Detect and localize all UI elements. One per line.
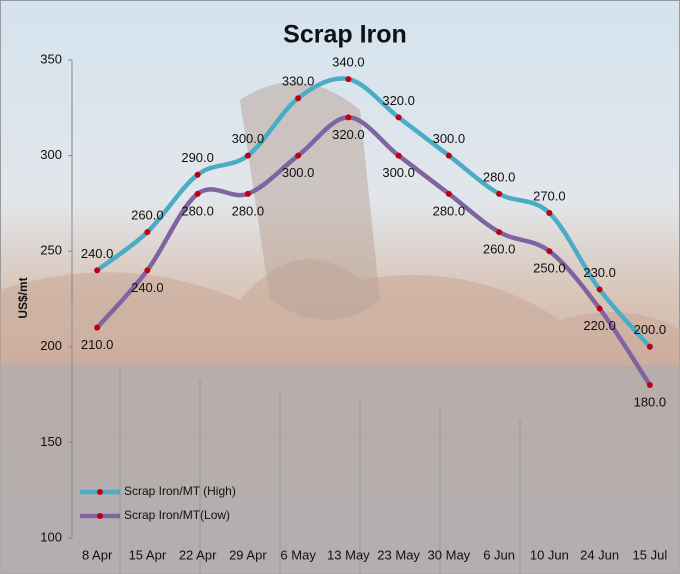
data-point bbox=[597, 286, 603, 292]
legend-marker bbox=[97, 513, 103, 519]
data-label: 300.0 bbox=[282, 165, 315, 180]
data-point bbox=[496, 229, 502, 235]
data-label: 260.0 bbox=[131, 208, 164, 223]
x-tick-label: 29 Apr bbox=[229, 547, 267, 562]
data-point bbox=[546, 210, 552, 216]
data-label: 320.0 bbox=[332, 127, 365, 142]
legend-label: Scrap Iron/MT (High) bbox=[124, 484, 236, 498]
data-point bbox=[396, 114, 402, 120]
data-label: 300.0 bbox=[232, 131, 265, 146]
x-tick-label: 22 Apr bbox=[179, 547, 217, 562]
data-label: 230.0 bbox=[583, 265, 616, 280]
data-point bbox=[94, 267, 100, 273]
data-label: 220.0 bbox=[583, 318, 616, 333]
x-tick-label: 8 Apr bbox=[82, 547, 113, 562]
data-label: 340.0 bbox=[332, 55, 365, 70]
data-point bbox=[295, 153, 301, 159]
chart: Scrap Iron US$/mt 100 150 200 250 300 350 8 Ap… bbox=[0, 0, 680, 574]
y-tick-label: 250 bbox=[40, 243, 62, 258]
data-point bbox=[647, 344, 653, 350]
data-point bbox=[647, 382, 653, 388]
data-label: 250.0 bbox=[533, 261, 566, 276]
legend-marker bbox=[97, 489, 103, 495]
data-point bbox=[345, 114, 351, 120]
data-label: 260.0 bbox=[483, 242, 516, 257]
x-tick-label: 23 May bbox=[377, 547, 420, 562]
data-label: 240.0 bbox=[131, 280, 164, 295]
data-label: 270.0 bbox=[533, 188, 566, 203]
data-label: 280.0 bbox=[232, 203, 265, 218]
x-tick-label: 15 Jul bbox=[633, 547, 668, 562]
data-point bbox=[446, 153, 452, 159]
y-tick-label: 300 bbox=[40, 147, 62, 162]
y-tick-label: 200 bbox=[40, 338, 62, 353]
data-point bbox=[597, 306, 603, 312]
data-label: 240.0 bbox=[81, 246, 114, 261]
data-label: 300.0 bbox=[433, 131, 466, 146]
data-point bbox=[295, 95, 301, 101]
page: Scrap Iron US$/mt 100 150 200 250 300 350 8 Ap… bbox=[0, 0, 680, 574]
data-point bbox=[496, 191, 502, 197]
x-tick-label: 24 Jun bbox=[580, 547, 619, 562]
data-point bbox=[144, 267, 150, 273]
data-point bbox=[345, 76, 351, 82]
data-label: 200.0 bbox=[634, 322, 667, 337]
x-tick-label: 10 Jun bbox=[530, 547, 569, 562]
data-label: 320.0 bbox=[382, 93, 415, 108]
container bbox=[0, 365, 680, 574]
y-axis-label: US$/mt bbox=[16, 277, 30, 318]
x-tick-label: 13 May bbox=[327, 547, 370, 562]
chart-title: Scrap Iron bbox=[283, 21, 407, 49]
y-tick-label: 350 bbox=[40, 51, 62, 66]
data-point bbox=[446, 191, 452, 197]
x-tick-label: 30 May bbox=[428, 547, 471, 562]
data-point bbox=[195, 191, 201, 197]
data-point bbox=[245, 191, 251, 197]
y-tick-label: 100 bbox=[40, 529, 62, 544]
x-tick-label: 15 Apr bbox=[129, 547, 167, 562]
legend-label: Scrap Iron/MT(Low) bbox=[124, 508, 230, 522]
data-point bbox=[396, 153, 402, 159]
data-label: 330.0 bbox=[282, 74, 315, 89]
x-tick-label: 6 Jun bbox=[483, 547, 515, 562]
data-point bbox=[195, 172, 201, 178]
data-label: 280.0 bbox=[483, 169, 516, 184]
y-tick-label: 150 bbox=[40, 434, 62, 449]
data-label: 290.0 bbox=[181, 150, 214, 165]
data-label: 180.0 bbox=[634, 394, 667, 409]
data-label: 300.0 bbox=[382, 165, 415, 180]
data-label: 280.0 bbox=[433, 203, 466, 218]
data-point bbox=[144, 229, 150, 235]
data-point bbox=[245, 153, 251, 159]
data-point bbox=[546, 248, 552, 254]
data-label: 210.0 bbox=[81, 337, 114, 352]
data-label: 280.0 bbox=[181, 203, 214, 218]
data-point bbox=[94, 325, 100, 331]
x-tick-label: 6 May bbox=[280, 547, 316, 562]
